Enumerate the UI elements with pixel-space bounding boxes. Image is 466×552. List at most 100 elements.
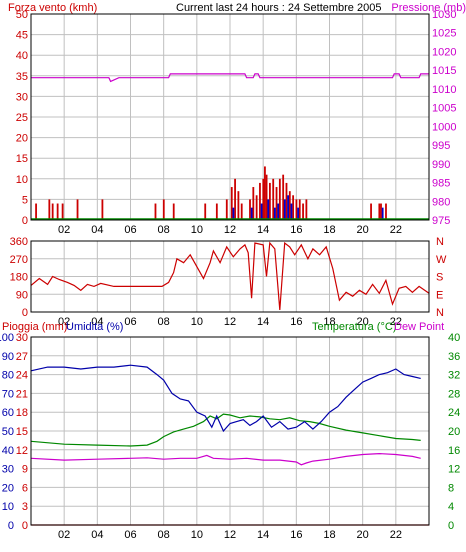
humidity-axis-title: Umidita (%): [66, 321, 123, 333]
wind-bar: [378, 203, 381, 220]
humidity-tick-label: 30: [2, 464, 14, 476]
humidity-line: [30, 364, 421, 433]
wind-bar: [385, 203, 387, 220]
compass-tick-label: E: [436, 289, 443, 301]
x-tick-label: 22: [390, 529, 402, 541]
x-tick-label: 02: [58, 529, 70, 541]
humidity-tick-label: 100: [0, 332, 14, 344]
panel-frame-direction: [30, 240, 430, 313]
gust-bar: [260, 203, 263, 220]
wind-bar: [234, 178, 236, 220]
rain-tick-label: 18: [16, 407, 28, 419]
x-tick-label: 08: [158, 224, 170, 236]
wind-bar: [288, 191, 291, 220]
temperature-tick-label: 36: [448, 351, 460, 363]
humidity-tick-label: 0: [8, 520, 14, 532]
wind-bar: [252, 187, 255, 220]
x-tick-label: 06: [124, 529, 136, 541]
wind-bar: [255, 195, 258, 220]
x-tick-label: 18: [323, 529, 335, 541]
compass-tick-label: N: [436, 236, 444, 248]
temperature-tick-label: 16: [448, 445, 460, 457]
temperature-tick-label: 8: [448, 482, 454, 494]
temperature-tick-label: 40: [448, 332, 460, 344]
x-tick-label: 04: [91, 224, 103, 236]
pressure-line: [31, 73, 429, 83]
direction-tick-label: 90: [16, 289, 28, 301]
wind-tick-label: 25: [16, 112, 28, 124]
x-tick-label: 02: [58, 316, 70, 328]
rain-tick-label: 0: [22, 520, 28, 532]
rain-tick-label: 3: [22, 501, 28, 513]
x-tick-label: 12: [224, 224, 236, 236]
wind-bar: [285, 182, 288, 220]
direction-tick-label: 180: [10, 272, 28, 284]
wind-bar: [282, 174, 285, 220]
wind-bar: [162, 199, 165, 220]
wind-bar: [302, 203, 304, 220]
wind-bar: [56, 203, 59, 220]
rain-axis-title: Pioggia (mm): [2, 321, 67, 333]
rain-tick-label: 30: [16, 332, 28, 344]
x-tick-label: 10: [191, 316, 203, 328]
wind-bar: [265, 174, 268, 220]
wind-bar: [298, 199, 301, 220]
wind-bar: [278, 178, 281, 220]
wind-bar: [249, 199, 251, 220]
grid-layer: [31, 14, 429, 525]
pressure-tick-label: 975: [432, 215, 450, 227]
compass-tick-label: W: [436, 254, 447, 266]
gust-bar: [250, 207, 253, 220]
wind-bar: [35, 203, 37, 220]
x-tick-label: 22: [390, 224, 402, 236]
x-tick-label: 22: [390, 316, 402, 328]
temperature-tick-label: 4: [448, 501, 454, 513]
pressure-tick-label: 1015: [432, 65, 456, 77]
wind-bar: [51, 203, 54, 220]
pressure-tick-label: 1025: [432, 28, 456, 40]
wind-tick-label: 50: [16, 9, 28, 21]
x-tick-label: 14: [257, 529, 269, 541]
wind-bar: [259, 182, 261, 220]
gust-bar: [273, 207, 276, 220]
x-tick-label: 16: [290, 529, 302, 541]
x-tick-label: 06: [124, 224, 136, 236]
labels-layer: 0510152025303540455097598098599099510001…: [0, 9, 460, 541]
gust-bar: [297, 207, 299, 220]
rain-tick-label: 21: [16, 388, 28, 400]
x-tick-label: 10: [191, 529, 203, 541]
wind-tick-label: 15: [16, 153, 28, 165]
wind-tick-label: 40: [16, 50, 28, 62]
wind-bar: [76, 199, 79, 220]
x-tick-label: 14: [257, 316, 269, 328]
rain-tick-label: 12: [16, 445, 28, 457]
compass-tick-label: N: [436, 307, 444, 319]
gust-bar: [267, 199, 270, 220]
x-tick-label: 02: [58, 224, 70, 236]
temperature-tick-label: 24: [448, 407, 460, 419]
wind-bar: [292, 195, 295, 220]
x-tick-label: 08: [158, 529, 170, 541]
current-period-label: Current last 24 hours : 24 Settembre 200…: [176, 2, 381, 14]
wind-bar: [237, 191, 240, 220]
direction-tick-label: 0: [22, 307, 28, 319]
temperature-axis-title: Temperatura (°C): [312, 321, 396, 333]
x-tick-label: 16: [290, 224, 302, 236]
pressure-tick-label: 995: [432, 140, 450, 152]
x-tick-label: 14: [257, 224, 269, 236]
rain-tick-label: 27: [16, 351, 28, 363]
wind-tick-label: 10: [16, 174, 28, 186]
wind-bar: [262, 178, 265, 220]
gust-bar: [287, 195, 290, 220]
wind-bar: [215, 203, 218, 220]
x-tick-label: 16: [290, 316, 302, 328]
temperature-tick-label: 12: [448, 464, 460, 476]
wind-bar: [225, 199, 228, 220]
wind-bar: [172, 203, 175, 220]
panel-frame-wind: [30, 13, 430, 221]
humidity-tick-label: 90: [2, 351, 14, 363]
x-tick-label: 18: [323, 224, 335, 236]
wind-bar: [305, 199, 308, 220]
x-tick-label: 10: [191, 224, 203, 236]
frames-layer: [30, 13, 430, 526]
